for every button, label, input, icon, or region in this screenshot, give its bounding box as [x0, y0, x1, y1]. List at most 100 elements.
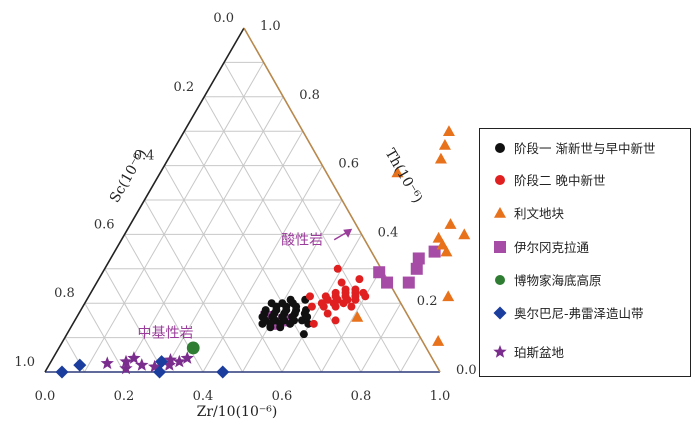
data-point-circle — [323, 295, 332, 304]
grid-line — [163, 165, 283, 373]
right-axis-title: Th(10⁻⁶) — [382, 146, 426, 206]
data-point-circle — [337, 278, 346, 287]
left-edge — [44, 27, 245, 373]
data-point-circle — [299, 330, 308, 339]
data-point-diamond — [55, 365, 69, 379]
data-point-triangle — [444, 218, 457, 229]
legend-item: 阶段一 渐新世与早中新世 — [490, 138, 655, 157]
left-tick-label: 0.2 — [174, 80, 195, 95]
right-edge — [243, 27, 441, 373]
data-point-circle — [304, 319, 313, 328]
legend-circle-icon — [495, 174, 505, 185]
data-points — [55, 125, 471, 379]
grid-line — [163, 130, 304, 373]
data-point-triangle — [391, 166, 404, 178]
data-point-circle — [186, 341, 200, 355]
data-point-star — [100, 356, 114, 370]
legend-label: 阶段二 晚中新世 — [514, 173, 606, 188]
left-tick-label: 0.8 — [54, 286, 75, 301]
bottom-tick-label: 0.4 — [193, 389, 214, 404]
data-point-circle — [339, 299, 348, 308]
data-point-circle — [258, 319, 267, 328]
arrow-shaft — [333, 232, 347, 241]
data-point-triangle — [432, 231, 445, 243]
legend-marker — [493, 344, 507, 358]
data-point-circle — [323, 309, 332, 318]
data-point-circle — [347, 302, 356, 311]
data-point-diamond — [153, 365, 167, 379]
series-group — [260, 245, 441, 330]
legend-item: 伊尔冈克拉通 — [490, 237, 589, 256]
data-point-star — [163, 353, 178, 366]
legend-label: 珀斯盆地 — [514, 345, 565, 360]
data-point-triangle — [438, 138, 451, 150]
grid-line — [183, 130, 322, 373]
legend-marker — [495, 274, 505, 285]
left-tick-label: 0.0 — [213, 11, 234, 26]
data-point-diamond — [73, 358, 87, 372]
data-point-circle — [361, 292, 370, 301]
left-tick-label: 0.4 — [134, 149, 155, 164]
series-group — [100, 351, 194, 375]
bottom-tick-label: 1.0 — [430, 389, 451, 404]
data-point-circle — [303, 312, 312, 321]
data-point-star — [135, 358, 149, 371]
legend-triangle-icon — [494, 206, 506, 218]
data-point-triangle — [432, 335, 445, 346]
data-point-star — [172, 354, 186, 368]
series-group — [351, 125, 471, 346]
data-point-circle — [351, 295, 360, 304]
data-point-circle — [355, 275, 364, 284]
data-point-triangle — [351, 310, 364, 322]
data-point-circle — [331, 302, 340, 311]
legend-star-icon — [493, 344, 507, 358]
data-point-triangle — [442, 125, 455, 136]
right-tick-label: 0.6 — [338, 157, 359, 172]
series-group — [186, 341, 200, 355]
tick-labels: 0.0 0.2 0.4 0.6 0.8 1.0 1.0 0.8 0.6 0.4 0.2 0.0 0.0 0… — [14, 11, 476, 404]
legend-item: 奥尔巴尼-弗雷泽造山带 — [490, 303, 644, 322]
bottom-tick-label: 0.8 — [351, 389, 372, 404]
legend-label: 奥尔巴尼-弗雷泽造山带 — [514, 306, 644, 321]
series-group — [305, 264, 370, 328]
data-point-square — [381, 276, 394, 289]
data-point-square — [373, 266, 386, 279]
data-point-square — [402, 276, 415, 289]
legend-item: 利文地块 — [490, 203, 564, 222]
legend: 阶段一 渐新世与早中新世阶段二 晚中新世利文地块伊尔冈克拉通 博物家海底高原奥尔巴… — [479, 128, 691, 377]
left-tick-label: 0.6 — [94, 217, 115, 232]
grid-lines — [64, 61, 421, 373]
legend-item: 阶段二 晚中新世 — [490, 170, 605, 189]
annotation-label: 酸性岩 — [281, 233, 323, 249]
annotation-label: 中基性岩 — [138, 325, 194, 342]
grid-line — [84, 302, 125, 373]
legend-marker — [495, 174, 505, 185]
data-point-triangle — [434, 152, 447, 164]
legend-marker — [494, 240, 506, 253]
grid-line — [144, 199, 243, 373]
legend-diamond-icon — [493, 306, 507, 319]
data-point-diamond — [216, 365, 230, 379]
right-tick-label: 0.4 — [378, 225, 399, 240]
data-point-circle — [307, 302, 316, 311]
data-point-triangle — [458, 228, 471, 240]
bottom-tick-label: 0.2 — [114, 389, 135, 404]
grid-line — [104, 268, 164, 373]
data-point-triangle — [440, 245, 453, 257]
data-point-circle — [309, 319, 318, 328]
legend-marker — [493, 306, 507, 319]
data-point-star — [119, 361, 133, 375]
grid-line — [203, 96, 362, 373]
triangle-edges — [44, 27, 441, 373]
legend-item: 珀斯盆地 — [490, 342, 564, 361]
right-tick-label: 0.0 — [456, 363, 477, 378]
series-group — [258, 295, 313, 339]
grid-line — [223, 62, 401, 373]
right-tick-label: 0.2 — [417, 294, 438, 309]
grid-line — [321, 268, 382, 373]
legend-item: 博物家海底高原 — [490, 270, 602, 289]
grid-line — [84, 62, 265, 373]
legend-marker — [495, 142, 505, 153]
